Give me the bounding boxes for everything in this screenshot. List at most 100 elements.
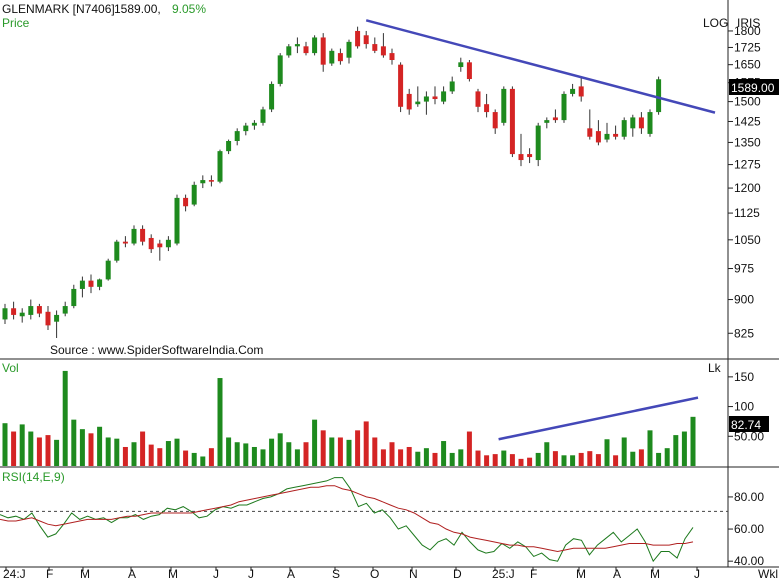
volume-bar: [604, 439, 610, 466]
last-volume-badge: 82.74: [731, 418, 761, 432]
volume-bar: [28, 431, 34, 466]
volume-bar: [71, 419, 77, 466]
candle-body: [587, 128, 593, 137]
rsi-panel-label: RSI(14,E,9): [2, 470, 65, 484]
candle-body: [122, 241, 128, 244]
volume-bar: [329, 437, 335, 466]
scale-mode-label[interactable]: LOG: [703, 16, 728, 30]
volume-bar: [535, 452, 541, 466]
volume-bar: [105, 437, 111, 466]
volume-bar: [226, 437, 232, 466]
candle-body: [28, 306, 34, 315]
volume-bar: [518, 458, 524, 466]
candle-body: [88, 280, 94, 287]
period-label: Wkl: [758, 567, 778, 581]
candle-body: [621, 120, 627, 137]
time-tick-label: F: [530, 567, 537, 581]
volume-bar: [54, 439, 60, 466]
volume-bar: [441, 441, 447, 466]
last-volume-badge-box: [729, 416, 769, 432]
candle-body: [527, 154, 533, 158]
candle-body: [415, 101, 421, 105]
volume-unit-label: Lk: [708, 361, 722, 375]
candle-body: [355, 30, 361, 47]
price-tick-label: 1125: [734, 206, 760, 220]
candle-body: [260, 109, 266, 123]
candle-body: [466, 62, 472, 80]
time-tick-label: 24:J: [3, 567, 26, 581]
price-tick-label: 1350: [734, 135, 761, 149]
volume-tick-label: 50.00: [734, 429, 764, 443]
candle-body: [432, 96, 438, 100]
candle-body: [423, 96, 429, 102]
candle-body: [449, 81, 455, 92]
volume-bar: [587, 451, 593, 466]
candle-body: [441, 91, 447, 102]
candle-body: [604, 133, 610, 140]
volume-panel: [2, 370, 699, 466]
volume-bar: [183, 450, 189, 466]
source-text: Source : www.SpiderSoftwareIndia.Com: [50, 343, 263, 357]
candle-body: [578, 86, 584, 97]
volume-bar: [217, 378, 223, 466]
last-price-badge-box: [729, 79, 779, 95]
candle-body: [191, 184, 197, 205]
volume-bar: [681, 431, 687, 466]
volume-bar: [492, 454, 498, 466]
candle-body: [363, 35, 369, 45]
candle-body: [54, 314, 60, 322]
volume-bar: [2, 423, 8, 466]
volume-bar: [638, 449, 644, 466]
candle-body: [19, 312, 25, 317]
volume-bar: [656, 452, 662, 466]
candle-body: [286, 46, 292, 56]
volume-tick-label: 150: [734, 370, 754, 384]
price-tick-label: 1200: [734, 181, 761, 195]
candle-body: [647, 112, 653, 134]
volume-bar: [114, 438, 120, 466]
candle-body: [97, 279, 103, 287]
volume-bar: [673, 435, 679, 466]
price-tick-label: 1425: [734, 114, 761, 128]
volume-bar: [346, 439, 352, 466]
volume-bar: [466, 431, 472, 466]
volume-bar: [630, 451, 636, 466]
app-name-label: IRIS: [737, 16, 760, 30]
candle-body: [312, 37, 318, 54]
volume-bar: [363, 421, 369, 466]
change-text: 9.05%: [172, 2, 206, 16]
volume-bar: [544, 442, 550, 466]
candle-body: [389, 53, 395, 60]
volume-bar: [647, 430, 653, 466]
rsi-tick-label: 80.00: [734, 490, 764, 504]
time-tick-label: J: [694, 567, 700, 581]
time-axis: 24:J F M A M J J A S O N D 25:J F M A M J: [3, 567, 700, 581]
time-tick-label: N: [409, 567, 418, 581]
volume-bar: [432, 452, 438, 466]
candle-body: [200, 180, 206, 184]
volume-bar: [406, 446, 412, 466]
candle-body: [320, 37, 326, 65]
time-tick-label: J: [213, 567, 219, 581]
volume-bar: [595, 454, 601, 466]
candle-body: [630, 117, 636, 129]
candle-body: [148, 237, 154, 250]
volume-bar: [380, 449, 386, 466]
volume-bar: [578, 452, 584, 466]
volume-bar: [423, 448, 429, 466]
time-tick-label: J: [248, 567, 254, 581]
candle-body: [2, 308, 8, 320]
price-text: 1589.00,: [114, 2, 161, 16]
price-panel: [2, 19, 716, 338]
candle-body: [656, 79, 662, 113]
candle-body: [45, 311, 51, 326]
candle-body: [492, 112, 498, 129]
volume-bar: [509, 454, 515, 466]
time-tick-label: O: [370, 567, 379, 581]
volume-bar: [200, 456, 206, 466]
volume-bar: [621, 437, 627, 466]
volume-bar: [312, 419, 318, 466]
rsi-tick-label: 60.00: [734, 522, 764, 536]
time-tick-label: A: [613, 567, 621, 581]
volume-bar: [458, 449, 464, 466]
